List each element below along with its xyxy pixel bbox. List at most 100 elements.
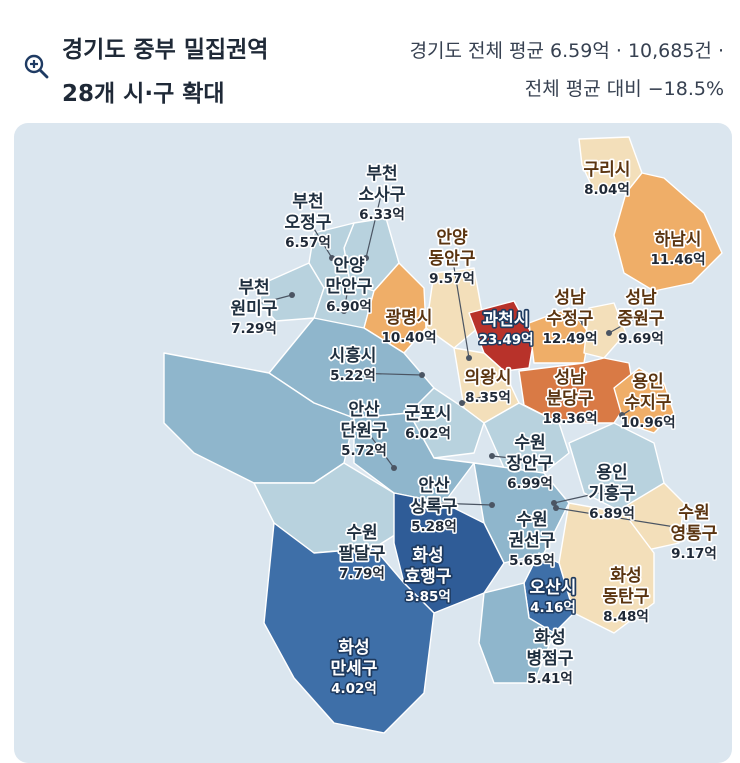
- region-10-leader-line: [608, 314, 642, 334]
- region-26-name-label: 병점구: [527, 649, 574, 669]
- region-17-leader-line: [491, 455, 531, 461]
- region-1-area[interactable]: [613, 172, 723, 292]
- region-12-marker-dot: [459, 400, 465, 406]
- region-3-leader-line: [307, 218, 333, 259]
- average-stats-line-1: 경기도 전체 평균 6.59억 · 10,685건 ·: [409, 40, 724, 62]
- region-14-name-label: 용인: [632, 372, 663, 392]
- region-9-name-label: 수정구: [547, 309, 594, 329]
- region-26-value-label: 5.41억: [527, 671, 573, 687]
- region-9-marker-dot: [581, 320, 587, 326]
- region-5-marker-dot: [341, 308, 347, 314]
- region-6-name-label: 동안구: [429, 249, 476, 269]
- region-4-name-label: 원미구: [231, 299, 278, 319]
- region-22-marker-dot: [531, 533, 537, 539]
- region-24-value-label: 8.48억: [603, 609, 649, 625]
- region-3-value-label: 6.57억: [285, 235, 331, 251]
- region-20-marker-dot: [553, 505, 559, 511]
- region-2-leader-line: [365, 190, 383, 259]
- region-23-name-label: 효행구: [405, 567, 452, 587]
- region-21-name-label: 수원: [346, 523, 377, 543]
- region-12-name-label: 의왕시: [465, 368, 512, 388]
- region-23-value-label: 3.85억: [405, 589, 451, 605]
- region-13-name-label: 성남: [554, 368, 586, 388]
- region-11-leader-line: [352, 372, 423, 376]
- region-0-value-label: 8.04억: [584, 182, 630, 198]
- header: 경기도 중부 밀집권역 28개 시·구 확대 경기도 전체 평균 6.59억 ·…: [0, 0, 740, 120]
- page-title-line-1: 경기도 중부 밀집권역: [62, 37, 269, 63]
- region-27-name-label: 화성: [338, 638, 369, 658]
- region-14-name-label: 수지구: [625, 393, 672, 413]
- region-26-area[interactable]: [478, 582, 555, 684]
- region-18-name-label: 용인: [596, 463, 627, 483]
- region-1-name-label: 하남시: [655, 230, 702, 250]
- region-22-name-label: 권선구: [509, 531, 556, 551]
- zoom-in-icon[interactable]: [22, 52, 50, 80]
- region-5-value-label: 6.90억: [326, 299, 372, 315]
- region-17-value-label: 6.99억: [507, 476, 553, 492]
- region-24-name-label: 화성: [610, 566, 641, 586]
- region-14-area[interactable]: [613, 367, 675, 434]
- region-9-name-label: 성남: [554, 288, 586, 308]
- region-10-area[interactable]: [583, 302, 627, 359]
- region-19-leader-line: [433, 502, 493, 506]
- region-13-name-label: 분당구: [547, 389, 594, 409]
- region-15-marker-dot: [391, 465, 397, 471]
- region-18-marker-dot: [551, 500, 557, 506]
- region-6-name-label: 안양: [436, 228, 468, 248]
- region-4-leader-line: [253, 294, 293, 306]
- region-25-name-label: 오산시: [530, 578, 577, 598]
- average-stats-line-2: 전체 평균 대비 −18.5%: [524, 78, 724, 100]
- region-25-value-label: 4.16억: [530, 600, 576, 616]
- region-7-value-label: 10.40억: [381, 330, 436, 346]
- region-26-name-label: 화성: [534, 628, 565, 648]
- region-6-marker-dot: [466, 355, 472, 361]
- region-12-value-label: 8.35억: [465, 390, 511, 406]
- map-card: 구리시 8.04억 하남시 11.46억 부천 소사구 6.33억 부천 오정구 6.57억 부천 원…: [14, 123, 732, 763]
- region-6-area[interactable]: [425, 267, 485, 349]
- region-4-name-label: 부천: [238, 278, 269, 298]
- region-19-name-label: 안산: [418, 476, 450, 496]
- region-19-marker-dot: [489, 502, 495, 508]
- region-21-value-label: 7.79억: [339, 566, 385, 582]
- region-18-leader-line: [553, 489, 613, 504]
- region-14-leader-line: [621, 398, 649, 416]
- region-12-leader-line: [461, 394, 489, 404]
- region-19-value-label: 5.28억: [411, 519, 457, 535]
- region-20-name-label: 수원: [678, 503, 709, 523]
- choropleth-map: 구리시8.04억하남시11.46억부천소사구6.33억부천오정구6.57억부천원…: [163, 136, 723, 734]
- region-11-value-label: 5.22억: [330, 368, 376, 384]
- region-15-name-label: 안산: [348, 400, 380, 420]
- region-27-area[interactable]: [263, 522, 435, 734]
- region-10-name-label: 성남: [625, 288, 657, 308]
- region-19-name-label: 상록구: [411, 497, 458, 517]
- region-17-marker-dot: [489, 453, 495, 459]
- region-2-marker-dot: [363, 255, 369, 261]
- region-22-value-label: 5.65억: [509, 553, 555, 569]
- region-10-marker-dot: [606, 330, 612, 336]
- region-27-value-label: 4.02억: [331, 681, 377, 697]
- region-6-leader-line: [451, 254, 470, 359]
- region-11-marker-dot: [419, 372, 425, 378]
- region-24-name-label: 동탄구: [603, 587, 650, 607]
- region-20-value-label: 9.17억: [671, 546, 717, 562]
- region-22-name-label: 수원: [516, 510, 547, 530]
- region-10-name-label: 중원구: [618, 309, 665, 329]
- region-10-value-label: 9.69억: [618, 331, 664, 347]
- region-14-marker-dot: [619, 412, 625, 418]
- region-7-name-label: 광명시: [386, 308, 433, 328]
- region-17-name-label: 장안구: [507, 454, 554, 474]
- region-1-value-label: 11.46억: [650, 252, 705, 268]
- region-19-area[interactable]: [353, 412, 475, 504]
- region-14-value-label: 10.96억: [620, 415, 675, 431]
- region-18-name-label: 기흥구: [589, 483, 636, 504]
- region-20-name-label: 영통구: [671, 524, 718, 544]
- region-21-name-label: 팔달구: [339, 543, 386, 564]
- region-9-value-label: 12.49억: [542, 331, 597, 347]
- region-27-name-label: 만세구: [331, 659, 378, 679]
- region-16-value-label: 6.02억: [405, 426, 451, 442]
- region-16-name-label: 군포시: [405, 404, 452, 424]
- region-5-leader-line: [343, 282, 350, 312]
- region-4-marker-dot: [289, 292, 295, 298]
- region-17-name-label: 수원: [514, 433, 545, 453]
- region-8-name-label: 과천시: [483, 310, 530, 330]
